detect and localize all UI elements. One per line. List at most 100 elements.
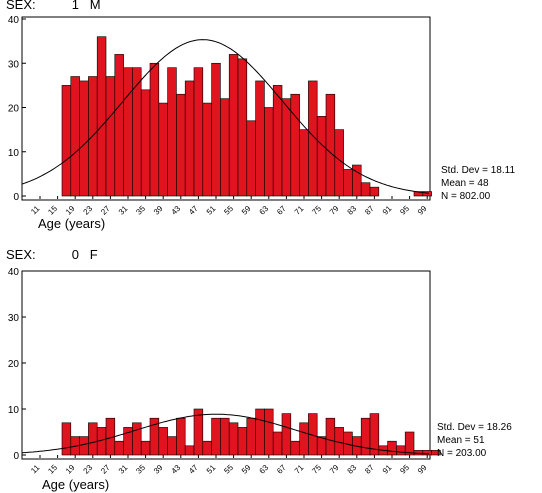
x-tick-label: 83 xyxy=(346,463,359,476)
histogram-panel-female: SEX: 0 F 0 10 20 30 40 11 15 19 23 27 31 35 39 43 47 5… xyxy=(6,247,512,492)
histogram-bar xyxy=(299,129,309,197)
histogram-bar xyxy=(396,445,406,456)
histogram-bar xyxy=(61,85,72,197)
histogram-bar xyxy=(202,440,212,456)
x-tick-label: 99 xyxy=(416,463,429,476)
plot-frame-male xyxy=(21,16,431,201)
y-tick-label: 0 xyxy=(13,192,19,203)
x-axis-label-female: Age (years) xyxy=(42,477,109,492)
y-axis-male: 0 10 20 30 40 xyxy=(8,15,26,203)
histogram-bar xyxy=(237,427,248,456)
histogram-bar xyxy=(325,93,336,197)
x-tick-label: 67 xyxy=(275,463,288,476)
histogram-bar xyxy=(70,76,80,197)
x-tick-label: 79 xyxy=(328,204,341,217)
y-tick-label: 10 xyxy=(8,148,20,159)
histogram-bar xyxy=(96,36,107,197)
histogram-bar xyxy=(255,408,265,456)
histogram-bar xyxy=(272,85,283,197)
y-tick-label: 20 xyxy=(8,104,20,115)
histogram-bar xyxy=(176,417,186,456)
histogram-bar xyxy=(193,67,204,197)
histogram-bar xyxy=(360,417,371,456)
histogram-bar xyxy=(158,102,168,197)
x-tick-label: 63 xyxy=(258,204,271,217)
x-tick-label: 71 xyxy=(293,204,306,217)
y-tick-label: 40 xyxy=(8,15,20,26)
histogram-bar xyxy=(184,80,195,197)
x-tick-label: 55 xyxy=(222,204,235,217)
chart-title-male: SEX: 1 M xyxy=(6,0,101,12)
x-tick-label: 31 xyxy=(117,463,130,476)
bars-female xyxy=(61,408,441,456)
x-tick-label: 43 xyxy=(170,463,183,476)
histogram-bar xyxy=(290,93,300,197)
histogram-bar xyxy=(123,67,133,197)
histogram-bar xyxy=(149,62,160,197)
x-axis-female: 11 15 19 23 27 31 35 39 43 47 51 55 59 63 67 71 75 79 83 87… xyxy=(29,455,429,476)
x-tick-label: 31 xyxy=(117,204,130,217)
histogram-bar xyxy=(140,89,151,197)
bars-male xyxy=(61,36,432,197)
x-tick-label: 27 xyxy=(99,463,112,476)
histogram-bar xyxy=(228,54,239,197)
histogram-bar xyxy=(237,58,248,197)
histogram-bar xyxy=(325,417,336,456)
histogram-bar xyxy=(132,67,142,197)
x-tick-label: 15 xyxy=(46,204,59,217)
x-tick-label: 79 xyxy=(328,463,341,476)
x-tick-label: 47 xyxy=(187,204,200,217)
x-tick-label: 19 xyxy=(64,204,77,217)
y-axis-female: 0 10 20 30 40 xyxy=(8,267,26,462)
histogram-bar xyxy=(176,93,186,197)
x-tick-label: 39 xyxy=(152,463,165,476)
histogram-bar xyxy=(211,417,221,456)
histogram-bar xyxy=(299,422,309,456)
histogram-bar xyxy=(246,417,256,456)
x-axis-male: 11 15 19 23 27 31 35 39 43 47 51 55 59 63 67 71 75 79 83 87… xyxy=(29,196,429,217)
histogram-bar xyxy=(343,169,353,197)
x-tick-label: 67 xyxy=(275,204,288,217)
x-tick-label: 99 xyxy=(416,204,429,217)
chart-title-female: SEX: 0 F xyxy=(6,247,98,262)
histogram-bar xyxy=(264,107,274,197)
x-tick-label: 91 xyxy=(381,204,394,217)
x-tick-label: 71 xyxy=(293,463,306,476)
histogram-bar xyxy=(114,54,124,197)
histogram-bar xyxy=(264,408,274,456)
x-tick-label: 59 xyxy=(240,204,253,217)
y-tick-label: 20 xyxy=(8,359,20,370)
histogram-bar xyxy=(220,417,230,456)
x-tick-label: 59 xyxy=(240,463,253,476)
histogram-bar xyxy=(158,427,168,456)
x-tick-label: 19 xyxy=(64,463,77,476)
y-tick-label: 10 xyxy=(8,405,20,416)
x-tick-label: 95 xyxy=(398,463,411,476)
x-tick-label: 83 xyxy=(346,204,359,217)
stat-mean-female: Mean = 51 xyxy=(437,435,485,446)
x-tick-label: 51 xyxy=(205,463,218,476)
x-tick-label: 55 xyxy=(222,463,235,476)
x-tick-label: 87 xyxy=(363,204,376,217)
x-tick-label: 43 xyxy=(170,204,183,217)
x-tick-label: 23 xyxy=(82,463,95,476)
x-tick-label: 39 xyxy=(152,204,165,217)
histogram-bar xyxy=(132,422,142,456)
y-tick-label: 30 xyxy=(8,313,20,324)
histogram-bar xyxy=(281,98,292,197)
histogram-bar xyxy=(61,422,72,456)
normal-curve-male xyxy=(21,39,430,194)
y-tick-label: 30 xyxy=(8,59,20,70)
histogram-panel-male: SEX: 1 M 0 10 20 30 40 11 15 19 23 27 31 35 39 43 47 5… xyxy=(6,0,515,231)
histogram-bar xyxy=(360,182,371,197)
stat-n-male: N = 802.00 xyxy=(441,191,491,202)
x-axis-label-male: Age (years) xyxy=(38,216,105,231)
histogram-bar xyxy=(105,76,116,197)
x-tick-label: 35 xyxy=(134,204,147,217)
x-tick-label: 15 xyxy=(46,463,59,476)
histogram-bar xyxy=(316,436,327,456)
x-tick-label: 11 xyxy=(29,204,42,217)
histogram-bar xyxy=(184,445,195,456)
x-tick-label: 91 xyxy=(381,463,394,476)
